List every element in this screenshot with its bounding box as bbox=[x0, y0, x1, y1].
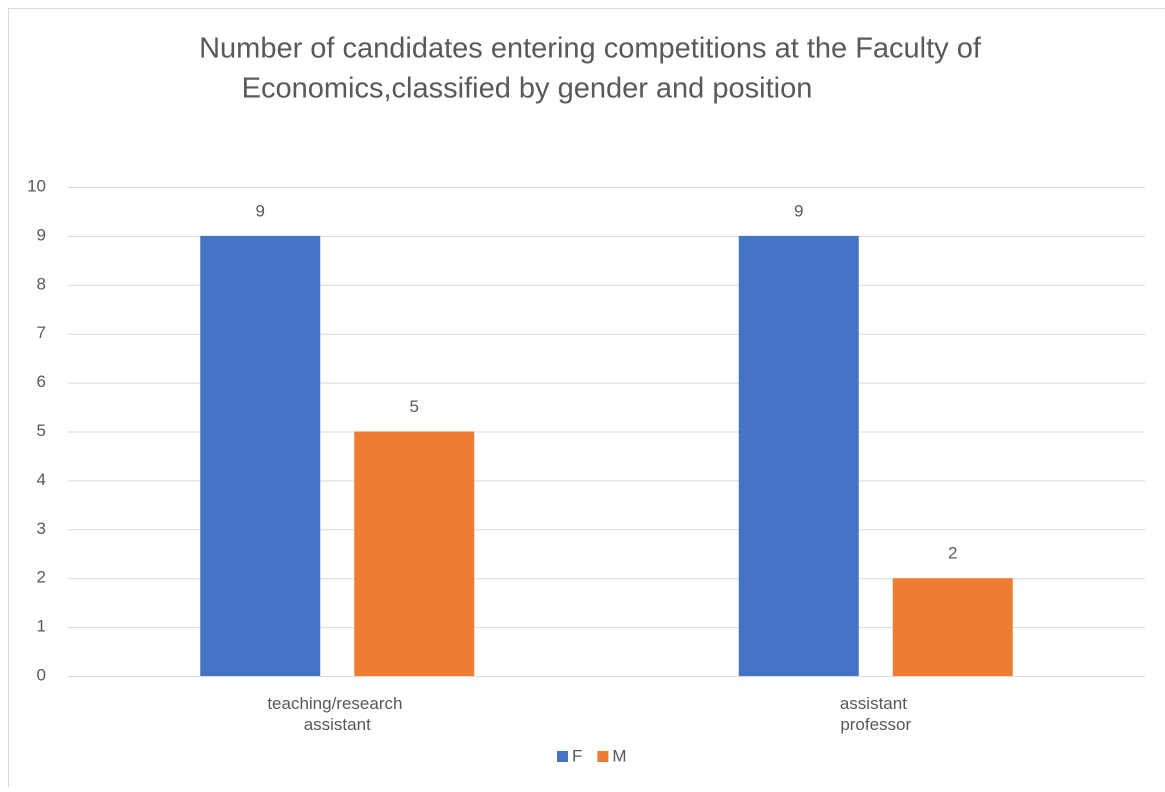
chart-title: Number of candidates entering competitio… bbox=[199, 33, 982, 65]
legend-label: M bbox=[612, 746, 626, 765]
bar bbox=[354, 432, 474, 677]
x-tick-label: teaching/research assistant bbox=[267, 694, 407, 734]
value-label: 2 bbox=[948, 544, 957, 563]
y-tick-label: 9 bbox=[37, 225, 46, 244]
legend-swatch bbox=[557, 751, 568, 762]
x-tick-label-line: assistant bbox=[840, 694, 912, 713]
y-tick-label: 2 bbox=[37, 568, 46, 587]
y-tick-label: 0 bbox=[37, 665, 46, 684]
legend-swatch bbox=[597, 751, 608, 762]
x-tick-label-line: professor bbox=[840, 715, 911, 734]
chart-title: Economics,classified by gender and posit… bbox=[242, 73, 813, 105]
bar bbox=[200, 236, 320, 676]
y-tick-label: 5 bbox=[37, 421, 46, 440]
x-tick-label-line: teaching/research bbox=[267, 694, 407, 713]
y-tick-label: 7 bbox=[37, 323, 46, 342]
bar bbox=[739, 236, 859, 676]
y-tick-label: 1 bbox=[37, 617, 46, 636]
value-label: 9 bbox=[256, 201, 265, 220]
value-label: 9 bbox=[794, 201, 803, 220]
y-tick-label: 10 bbox=[27, 176, 46, 195]
y-tick-label: 8 bbox=[37, 274, 46, 293]
y-tick-label: 3 bbox=[37, 519, 46, 538]
y-tick-label: 4 bbox=[37, 470, 46, 489]
y-tick-label: 6 bbox=[37, 372, 46, 391]
value-label: 5 bbox=[410, 397, 419, 416]
bar bbox=[893, 578, 1013, 676]
legend-label: F bbox=[572, 746, 582, 765]
x-tick-label: assistant professor bbox=[840, 694, 912, 734]
x-tick-label-line: assistant bbox=[304, 715, 371, 734]
